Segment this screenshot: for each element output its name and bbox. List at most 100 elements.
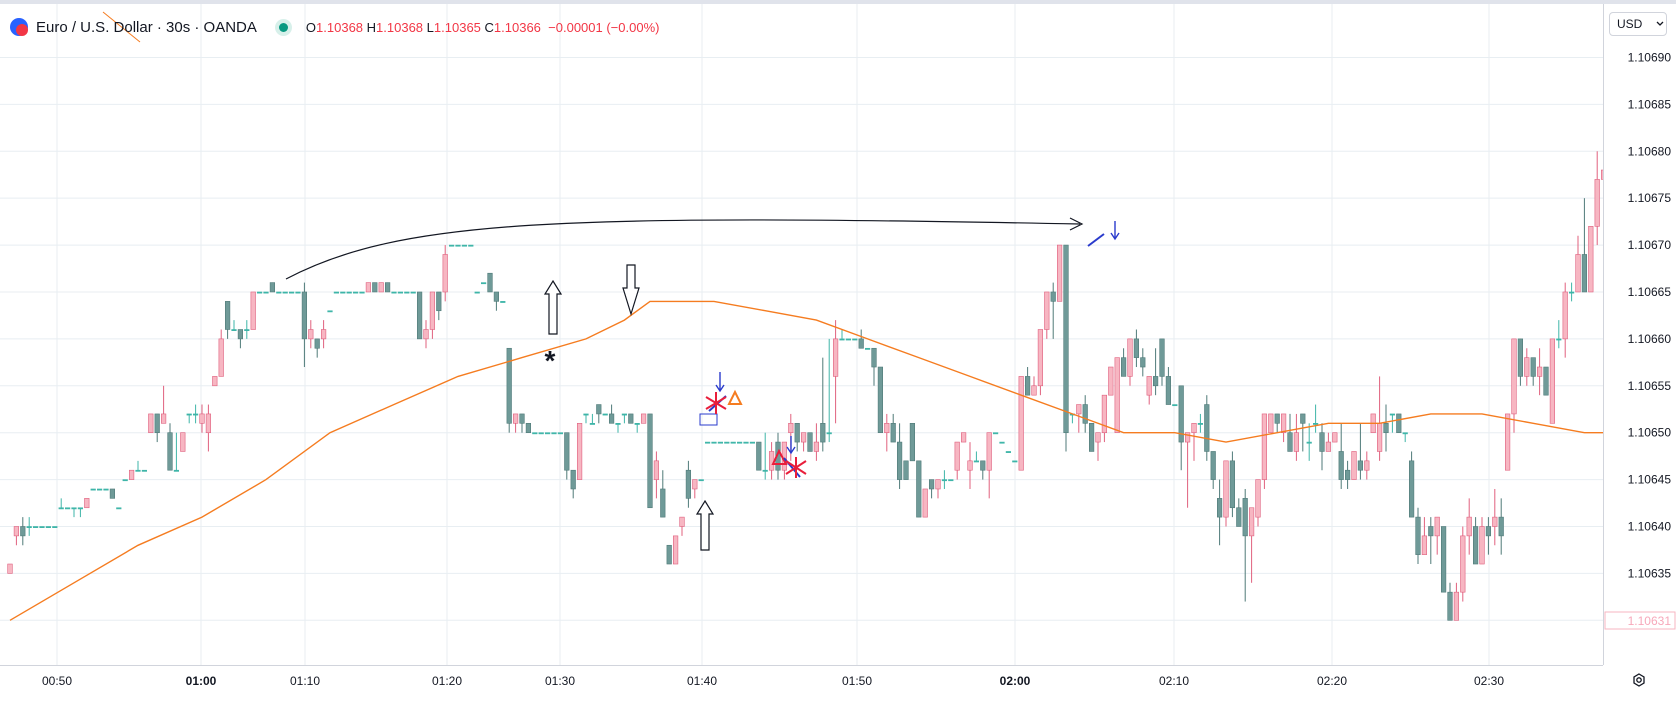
candle-body (551, 432, 557, 435)
candle-body (653, 460, 659, 480)
candle (685, 460, 691, 508)
candle (1204, 395, 1210, 461)
candle-body (282, 291, 288, 294)
candle-body (628, 413, 634, 424)
high-value: 1.10368 (376, 19, 424, 35)
time-tick-label: 01:20 (432, 674, 462, 688)
candle (1319, 423, 1325, 471)
candle-body (205, 413, 212, 433)
candle (429, 291, 436, 339)
candle (199, 404, 205, 433)
chart-pane[interactable]: * Euro / U.S. Dollar · 30s · OANDA O 1.1… (0, 4, 1676, 665)
candle-body (1140, 357, 1146, 368)
candle-body (1076, 404, 1082, 415)
candle-body (295, 291, 301, 294)
candle-body (423, 329, 429, 340)
candle-body (1537, 366, 1543, 377)
candle (1581, 198, 1587, 293)
drawings-layer[interactable]: * (102, 11, 1120, 551)
candle-body (864, 347, 871, 350)
candle (1108, 366, 1114, 396)
candle (474, 291, 480, 294)
candle (1274, 413, 1280, 433)
price-axis[interactable]: 1.10690 1.10685 1.10680 1.10675 1.10670 1.106… (1603, 4, 1676, 665)
candle (90, 488, 96, 491)
open-label: O (305, 19, 317, 35)
up-arrow-drawing-1[interactable] (543, 279, 563, 335)
down-arrow-drawing[interactable] (622, 264, 640, 317)
candle-body (724, 441, 730, 444)
candle-body (608, 413, 615, 424)
candle-body (666, 544, 672, 565)
candle (762, 432, 768, 480)
candle-body (1473, 526, 1479, 565)
candle-body (1063, 244, 1069, 433)
candle-body (256, 291, 263, 294)
candle (992, 432, 999, 435)
candle-body (448, 244, 455, 247)
candlestick-chart[interactable]: * (0, 4, 1676, 665)
candle-body (839, 338, 845, 341)
candle (1498, 498, 1504, 555)
chevron-down-icon (1656, 21, 1664, 26)
up-arrow-drawing-2[interactable] (695, 499, 715, 551)
candle-body (1364, 460, 1370, 471)
candle-body (90, 488, 96, 491)
candle (583, 413, 589, 424)
candle (749, 441, 755, 444)
candle (436, 291, 442, 321)
price-tick-label: 1.10660 (1628, 332, 1672, 346)
candle-body (1402, 432, 1408, 435)
candle-body (1498, 516, 1504, 537)
candle (65, 507, 71, 510)
candle-body (916, 460, 922, 518)
candle-body (583, 413, 589, 416)
candle-body (698, 479, 704, 482)
candle-body (922, 488, 928, 518)
candle-body (1428, 526, 1434, 537)
currency-dropdown[interactable]: USD (1609, 12, 1667, 36)
candle (1165, 367, 1171, 405)
candle-series (7, 94, 1613, 621)
blue-down-arrow-1 (715, 372, 725, 393)
candle (596, 404, 602, 424)
time-tick-label: 02:20 (1317, 674, 1347, 688)
candle (1562, 282, 1568, 358)
candle (672, 535, 679, 565)
chart-settings-icon[interactable] (1630, 671, 1648, 689)
candle (724, 441, 730, 444)
candle (730, 441, 736, 444)
candle-body (986, 432, 992, 471)
candle (442, 245, 448, 302)
candle (327, 310, 333, 313)
price-tick-label: 1.10655 (1628, 379, 1672, 393)
candle-body (1197, 423, 1203, 425)
candle-body (768, 451, 775, 471)
candle (544, 432, 551, 435)
candle-body (903, 460, 909, 480)
symbol-title[interactable]: Euro / U.S. Dollar · 30s · OANDA (36, 18, 257, 36)
symbol-header[interactable]: Euro / U.S. Dollar · 30s · OANDA O 1.103… (10, 14, 659, 40)
candle (615, 423, 621, 433)
candle (807, 432, 813, 452)
candle-body (58, 507, 64, 510)
candle-body (1581, 254, 1587, 293)
candle (1005, 451, 1011, 453)
time-tick-label: 02:00 (1000, 674, 1031, 688)
time-axis[interactable]: 00:50 01:00 01:10 01:20 01:30 01:40 01:50 02:00… (0, 665, 1603, 696)
candle (231, 320, 237, 332)
candle-body (1588, 226, 1594, 293)
candle-body (397, 291, 404, 294)
candle (679, 516, 685, 536)
candle (736, 441, 743, 444)
curved-arrow-drawing[interactable] (285, 219, 1081, 280)
candle-body (436, 291, 442, 312)
candle-body (231, 329, 237, 332)
grid-lines (0, 4, 1603, 665)
candle-body (832, 338, 839, 377)
candle (1485, 517, 1491, 555)
candle-body (1485, 526, 1491, 537)
candle-body (845, 338, 851, 341)
candle-body (32, 526, 39, 529)
candle-body (1505, 413, 1511, 471)
